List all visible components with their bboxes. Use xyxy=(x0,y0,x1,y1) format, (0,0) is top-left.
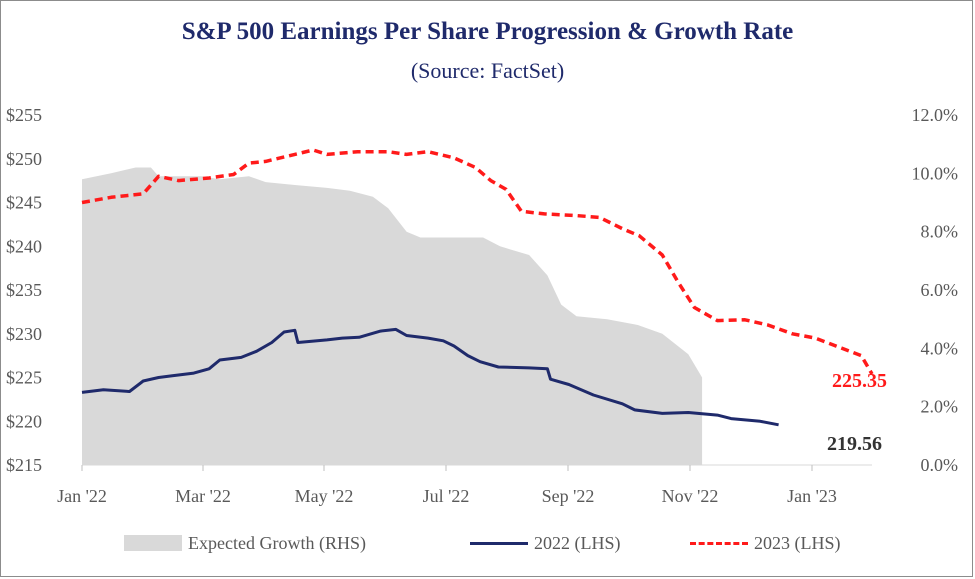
chart-subtitle: (Source: FactSet) xyxy=(410,58,565,83)
y-right-tick-label: 2.0% xyxy=(921,397,959,417)
x-tick-label: Jul '22 xyxy=(423,486,470,506)
y-right-tick-label: 6.0% xyxy=(921,280,959,300)
y-left-tick-label: $240 xyxy=(6,236,42,256)
y-right-tick-label: 8.0% xyxy=(921,222,959,242)
y-right-tick-label: 4.0% xyxy=(921,338,959,358)
y-left-tick-label: $250 xyxy=(6,149,42,169)
y-left-tick-label: $220 xyxy=(6,411,42,431)
legend: Expected Growth (RHS) 2022 (LHS) 2023 (L… xyxy=(0,528,975,560)
line-2023 xyxy=(81,148,874,375)
y-left-tick-label: $215 xyxy=(6,455,42,475)
legend-label-expected-growth: Expected Growth (RHS) xyxy=(188,532,366,553)
x-tick-label: Jan '22 xyxy=(57,486,107,506)
chart-title: S&P 500 Earnings Per Share Progression &… xyxy=(181,18,794,45)
x-tick-label: May '22 xyxy=(295,486,354,506)
x-tick-label: Nov '22 xyxy=(662,486,719,506)
legend-label-2022: 2022 (LHS) xyxy=(534,532,621,553)
line-2022 xyxy=(81,327,779,427)
y-right-tick-label: 12.0% xyxy=(912,105,959,125)
legend-label-2023: 2023 (LHS) xyxy=(754,532,841,553)
y-left-tick-label: $255 xyxy=(6,105,42,125)
legend-item-2022: 2022 (LHS) xyxy=(470,528,621,558)
annotation-2023-value: 225.35 xyxy=(832,370,887,392)
area-expected-growth xyxy=(82,167,703,465)
y-left-tick-label: $230 xyxy=(6,324,42,344)
annotation-2022-value: 219.56 xyxy=(827,433,882,455)
y-left-tick-label: $235 xyxy=(6,280,42,300)
y-right-tick-label: 0.0% xyxy=(921,455,959,475)
y-left-tick-label: $225 xyxy=(6,368,42,388)
legend-swatch-area xyxy=(124,535,182,551)
y-right-tick-label: 10.0% xyxy=(912,163,959,183)
x-tick-label: Jan '23 xyxy=(787,486,837,506)
y-left-tick-label: $245 xyxy=(6,193,42,213)
legend-item-2023: 2023 (LHS) xyxy=(690,528,841,558)
legend-swatch-solid-line xyxy=(470,541,528,545)
legend-item-expected-growth: Expected Growth (RHS) xyxy=(124,528,366,558)
x-tick-label: Mar '22 xyxy=(175,486,231,506)
legend-swatch-dashed-line xyxy=(690,541,748,545)
x-tick-label: Sep '22 xyxy=(542,486,595,506)
